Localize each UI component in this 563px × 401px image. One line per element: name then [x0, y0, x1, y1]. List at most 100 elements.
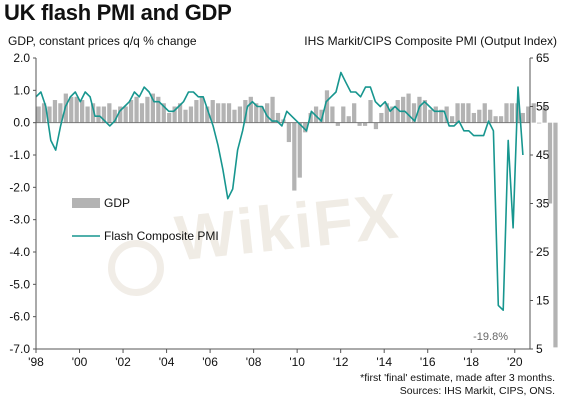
- left-axis-ticks: 2.0 1.0 0.0 -1.0 -2.0 -3.0 -4.0 -5.0 -6.0 -7.0: [9, 51, 36, 356]
- x-tick-label: '04: [159, 355, 175, 369]
- right-tick-label: 45: [536, 148, 550, 162]
- gdp-bar: [352, 103, 357, 123]
- gdp-bar: [52, 100, 58, 123]
- left-tick-label: -2.0: [9, 180, 30, 194]
- right-tick-label: 65: [536, 51, 550, 65]
- x-tick-label: '98: [28, 355, 44, 369]
- right-tick-label: 15: [536, 294, 550, 308]
- right-tick-label: 35: [536, 197, 550, 211]
- gdp-bar: [237, 106, 243, 123]
- legend: GDP Flash Composite PMI: [72, 196, 219, 243]
- chart-title: UK flash PMI and GDP: [4, 0, 232, 25]
- gdp-bar: [210, 100, 215, 123]
- x-tick-label: '02: [115, 355, 131, 369]
- gdp-bar: [232, 109, 237, 123]
- gdp-bar: [384, 103, 389, 123]
- gdp-annotation-label: -19.8%: [473, 331, 508, 343]
- gdp-bar: [466, 103, 471, 123]
- left-tick-label: 2.0: [13, 51, 30, 65]
- gdp-bar: [74, 96, 79, 123]
- gdp-bar: [308, 112, 313, 123]
- x-tick-label: '08: [246, 355, 262, 369]
- y-axis-right-title: IHS Markit/CIPS Composite PMI (Output In…: [304, 34, 557, 48]
- x-tick-label: '10: [289, 355, 305, 369]
- gdp-bar: [58, 103, 63, 123]
- left-tick-label: -6.0: [9, 310, 30, 324]
- left-tick-label: 0.0: [13, 116, 30, 130]
- gdp-bar: [330, 106, 335, 123]
- right-tick-label: 55: [536, 100, 550, 114]
- legend-pmi-label: Flash Composite PMI: [104, 229, 219, 243]
- gdp-bar: [80, 100, 85, 123]
- gdp-bar: [275, 112, 281, 123]
- gdp-bar: [292, 122, 297, 191]
- gdp-bar: [428, 109, 433, 123]
- x-tick-label: '00: [72, 355, 88, 369]
- gdp-bar: [313, 106, 319, 123]
- annotations: -19.8%: [473, 331, 508, 343]
- gdp-bar: [150, 93, 155, 123]
- gdp-bar: [401, 96, 406, 123]
- pmi-line: [35, 71, 524, 311]
- gdp-bar: [221, 103, 226, 123]
- gdp-bar: [226, 103, 232, 123]
- left-tick-label: 1.0: [13, 83, 30, 97]
- left-tick-label: -1.0: [9, 148, 30, 162]
- right-tick-label: 5: [536, 342, 543, 356]
- gdp-bar: [346, 116, 351, 123]
- gdp-bar: [477, 109, 482, 123]
- gdp-bar: [183, 109, 188, 123]
- gdp-bar: [422, 100, 428, 123]
- gdp-bar: [41, 103, 47, 123]
- gdp-bar: [390, 106, 395, 123]
- gdp-bar: [520, 112, 525, 123]
- gdp-bar: [188, 106, 194, 123]
- gdp-bar: [47, 106, 52, 123]
- gdp-bar: [406, 93, 411, 123]
- x-tick-label: '06: [202, 355, 218, 369]
- gdp-bar: [395, 100, 400, 123]
- left-tick-label: -7.0: [9, 342, 30, 356]
- right-axis-ticks: 65 55 45 35 25 15 5: [530, 51, 550, 356]
- x-tick-label: '18: [463, 355, 479, 369]
- gdp-bar: [542, 106, 547, 123]
- x-tick-label: '16: [420, 355, 436, 369]
- x-tick-label: '20: [507, 355, 523, 369]
- gdp-bar: [161, 103, 166, 123]
- gdp-bar: [123, 106, 128, 123]
- gdp-bar: [411, 103, 417, 123]
- gdp-bar: [199, 96, 204, 123]
- gdp-bar: [139, 103, 145, 123]
- gdp-bar: [504, 103, 509, 123]
- gdp-bar: [297, 122, 302, 178]
- gdp-bar: [36, 106, 41, 123]
- gdp-bar: [335, 122, 340, 126]
- gdp-bar: [547, 122, 553, 204]
- gdp-bar: [526, 106, 531, 123]
- gdp-bar: [265, 103, 270, 123]
- gdp-bar: [96, 106, 101, 123]
- gdp-bar: [205, 106, 210, 123]
- gdp-bar: [471, 112, 476, 123]
- legend-gdp-label: GDP: [104, 196, 130, 210]
- watermark-logo-icon: [108, 240, 164, 296]
- gdp-bar: [455, 103, 460, 123]
- gdp-bar: [341, 106, 346, 123]
- gdp-bar: [112, 109, 117, 123]
- gdp-bar: [537, 122, 542, 124]
- gdp-bar: [145, 96, 150, 123]
- gdp-bar: [254, 103, 259, 123]
- left-tick-label: -5.0: [9, 277, 30, 291]
- gdp-bar: [493, 116, 498, 123]
- gdp-bar: [172, 106, 177, 123]
- gdp-bar: [362, 122, 368, 126]
- gdp-bar: [509, 103, 515, 123]
- gdp-bar: [482, 103, 487, 123]
- footnote: *first 'final' estimate, made after 3 mo…: [360, 372, 555, 397]
- gdp-bar: [270, 96, 275, 123]
- gdp-bar: [194, 100, 199, 123]
- gdp-bar: [531, 103, 536, 123]
- gdp-bar: [439, 109, 444, 123]
- gdp-bar: [324, 90, 330, 123]
